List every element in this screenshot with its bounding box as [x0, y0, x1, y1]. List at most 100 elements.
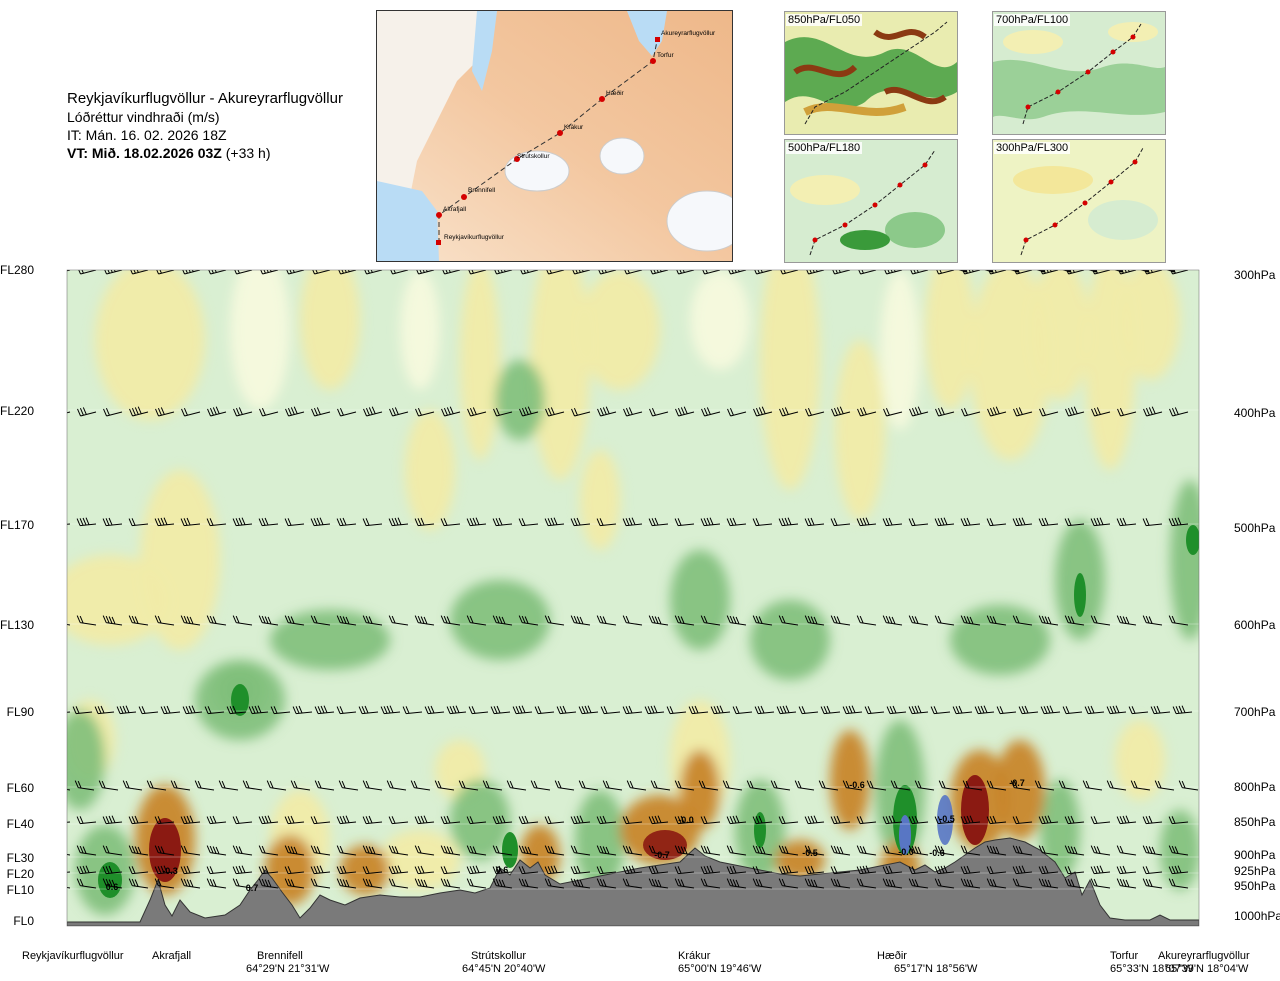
wind-barb	[207, 406, 227, 417]
map-label-torfur: Torfur	[657, 52, 674, 59]
hpa-label-850: 850hPa	[1234, 815, 1276, 829]
wind-barb	[434, 780, 455, 791]
wind-barb	[310, 615, 331, 626]
wind-barb	[908, 845, 929, 856]
wind-barb	[700, 816, 721, 825]
wind-barb	[1142, 866, 1163, 875]
wind-barb	[180, 517, 201, 527]
downdraft-area	[1040, 780, 1080, 880]
updraft-area	[135, 785, 195, 895]
updraft-area	[95, 270, 205, 420]
wind-barb	[624, 270, 643, 275]
wind-barb	[778, 517, 799, 527]
wind-barb	[570, 878, 591, 889]
updraft-area	[435, 740, 485, 800]
wind-barb	[154, 615, 175, 626]
wind-barb	[1168, 845, 1189, 856]
wind-barb	[490, 705, 511, 715]
wind-barb	[292, 705, 313, 715]
map-label-krakur: Krákur	[564, 124, 584, 131]
wind-barb	[467, 407, 487, 417]
updraft-area	[300, 270, 360, 390]
wind-barb	[154, 865, 175, 875]
updraft-area	[835, 340, 885, 520]
wind-barb	[492, 615, 513, 626]
hpa-label-800: 800hPa	[1234, 780, 1276, 794]
contour-label: -0.7	[654, 850, 670, 860]
wind-barb	[1117, 408, 1137, 417]
fl-label-20: FL20	[6, 867, 34, 881]
fl-label-90: FL90	[6, 705, 34, 719]
wind-barb	[204, 706, 225, 715]
wind-barb	[180, 845, 201, 856]
location-reykjavik: Reykjavíkurflugvöllur	[22, 950, 123, 963]
wind-barb	[67, 871, 71, 873]
wind-barb	[648, 815, 669, 825]
strong-downdraft-core	[231, 684, 249, 716]
route-title: Reykjavíkurflugvöllur - Akureyrarflugvöl…	[67, 90, 343, 107]
contour-label: -0.5	[802, 848, 818, 858]
downdraft-area	[670, 550, 730, 650]
location-strutskollur: Strútskollur 64°45'N 20°40'W	[462, 950, 545, 976]
init-time: IT: Mán. 16. 02. 2026 18Z	[67, 127, 227, 143]
wind-barb	[1010, 780, 1031, 791]
wind-barb	[1143, 406, 1163, 417]
wind-barb	[1065, 406, 1085, 417]
wind-barb	[726, 517, 747, 527]
wind-barb	[778, 816, 799, 825]
wind-barb	[482, 780, 503, 791]
updraft-area	[580, 270, 660, 390]
wind-barb	[518, 866, 539, 875]
wind-barb	[752, 845, 773, 856]
contour-label: -0.7	[1009, 778, 1025, 788]
wind-barb	[596, 815, 617, 825]
wind-barb	[1038, 878, 1059, 889]
extreme-downdraft-core	[899, 815, 911, 855]
wind-barb	[1064, 518, 1085, 527]
valid-time-bold: VT: Mið. 18.02.2026 03Z	[67, 145, 222, 161]
wind-barb	[518, 518, 539, 527]
wind-barb	[102, 878, 123, 889]
wind-barb	[1130, 780, 1151, 791]
wind-barb	[76, 865, 97, 875]
location-coord: 65°17'N 18°56'W	[894, 963, 978, 975]
wind-barb	[311, 407, 331, 417]
wind-barb	[890, 780, 911, 791]
strong-downdraft-core	[502, 832, 518, 868]
wind-barb	[76, 816, 97, 825]
wind-barb	[674, 518, 695, 527]
hpa-label-1000: 1000hPa	[1234, 909, 1280, 923]
updraft-area	[830, 730, 870, 830]
wind-flag	[1114, 270, 1124, 273]
wind-barb	[314, 705, 335, 715]
wind-barb	[1012, 615, 1033, 626]
wind-barb	[233, 407, 253, 417]
wind-barb	[336, 815, 357, 825]
wind-barb	[232, 816, 253, 825]
wind-barb	[310, 865, 331, 875]
variable-title: Lóðréttur vindhraði (m/s)	[67, 109, 220, 125]
wind-barb	[1144, 270, 1163, 275]
strong-updraft-core	[961, 775, 989, 845]
wind-barb	[388, 845, 409, 856]
wind-barb	[866, 780, 887, 791]
wind-barb	[206, 878, 227, 889]
mini-map-850-label: 850hPa/FL050	[786, 14, 863, 26]
neutral-area	[690, 270, 750, 370]
wind-barb	[578, 780, 599, 791]
wind-barb	[258, 878, 279, 889]
wind-barb	[1012, 845, 1033, 856]
updraft-area	[925, 270, 975, 410]
wind-barb	[886, 705, 907, 715]
wind-barb	[180, 878, 201, 889]
wind-barb	[778, 845, 799, 856]
wind-barb	[154, 517, 175, 527]
wind-barb	[440, 878, 461, 889]
wind-barb	[314, 780, 335, 791]
wind-barb	[842, 780, 863, 791]
wind-barb	[726, 815, 747, 825]
wind-barb	[390, 270, 409, 275]
wind-barb	[674, 845, 695, 856]
wind-barb	[1142, 615, 1163, 626]
wind-barb	[102, 865, 123, 875]
